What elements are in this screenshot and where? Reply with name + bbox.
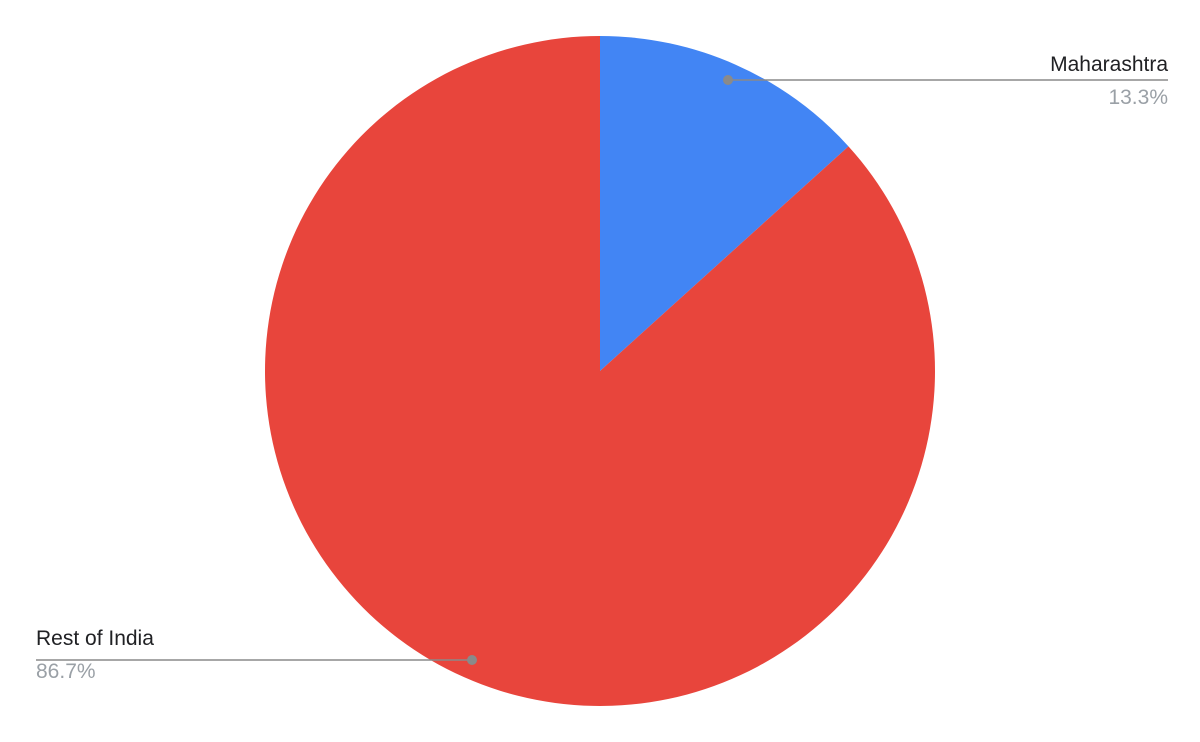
leader-dot-maharashtra: [723, 75, 733, 85]
pie-slice-maharashtra[interactable]: [600, 36, 849, 371]
callout-maharashtra-label: Maharashtra: [1050, 53, 1168, 76]
callout-rest-of-india-value: 86.7%: [36, 660, 96, 683]
pie-slice-rest-of-india[interactable]: [265, 36, 935, 706]
callout-leader-lines-group: [36, 75, 1168, 665]
callout-maharashtra-value: 13.3%: [1108, 86, 1168, 109]
leader-dot-rest-of-india: [467, 655, 477, 665]
pie-slices-group: [265, 36, 935, 706]
callout-rest-of-india-label: Rest of India: [36, 627, 154, 650]
callout-rest-of-india[interactable]: Rest of India 86.7%: [36, 626, 456, 684]
callout-maharashtra[interactable]: Maharashtra 13.3%: [748, 52, 1168, 110]
